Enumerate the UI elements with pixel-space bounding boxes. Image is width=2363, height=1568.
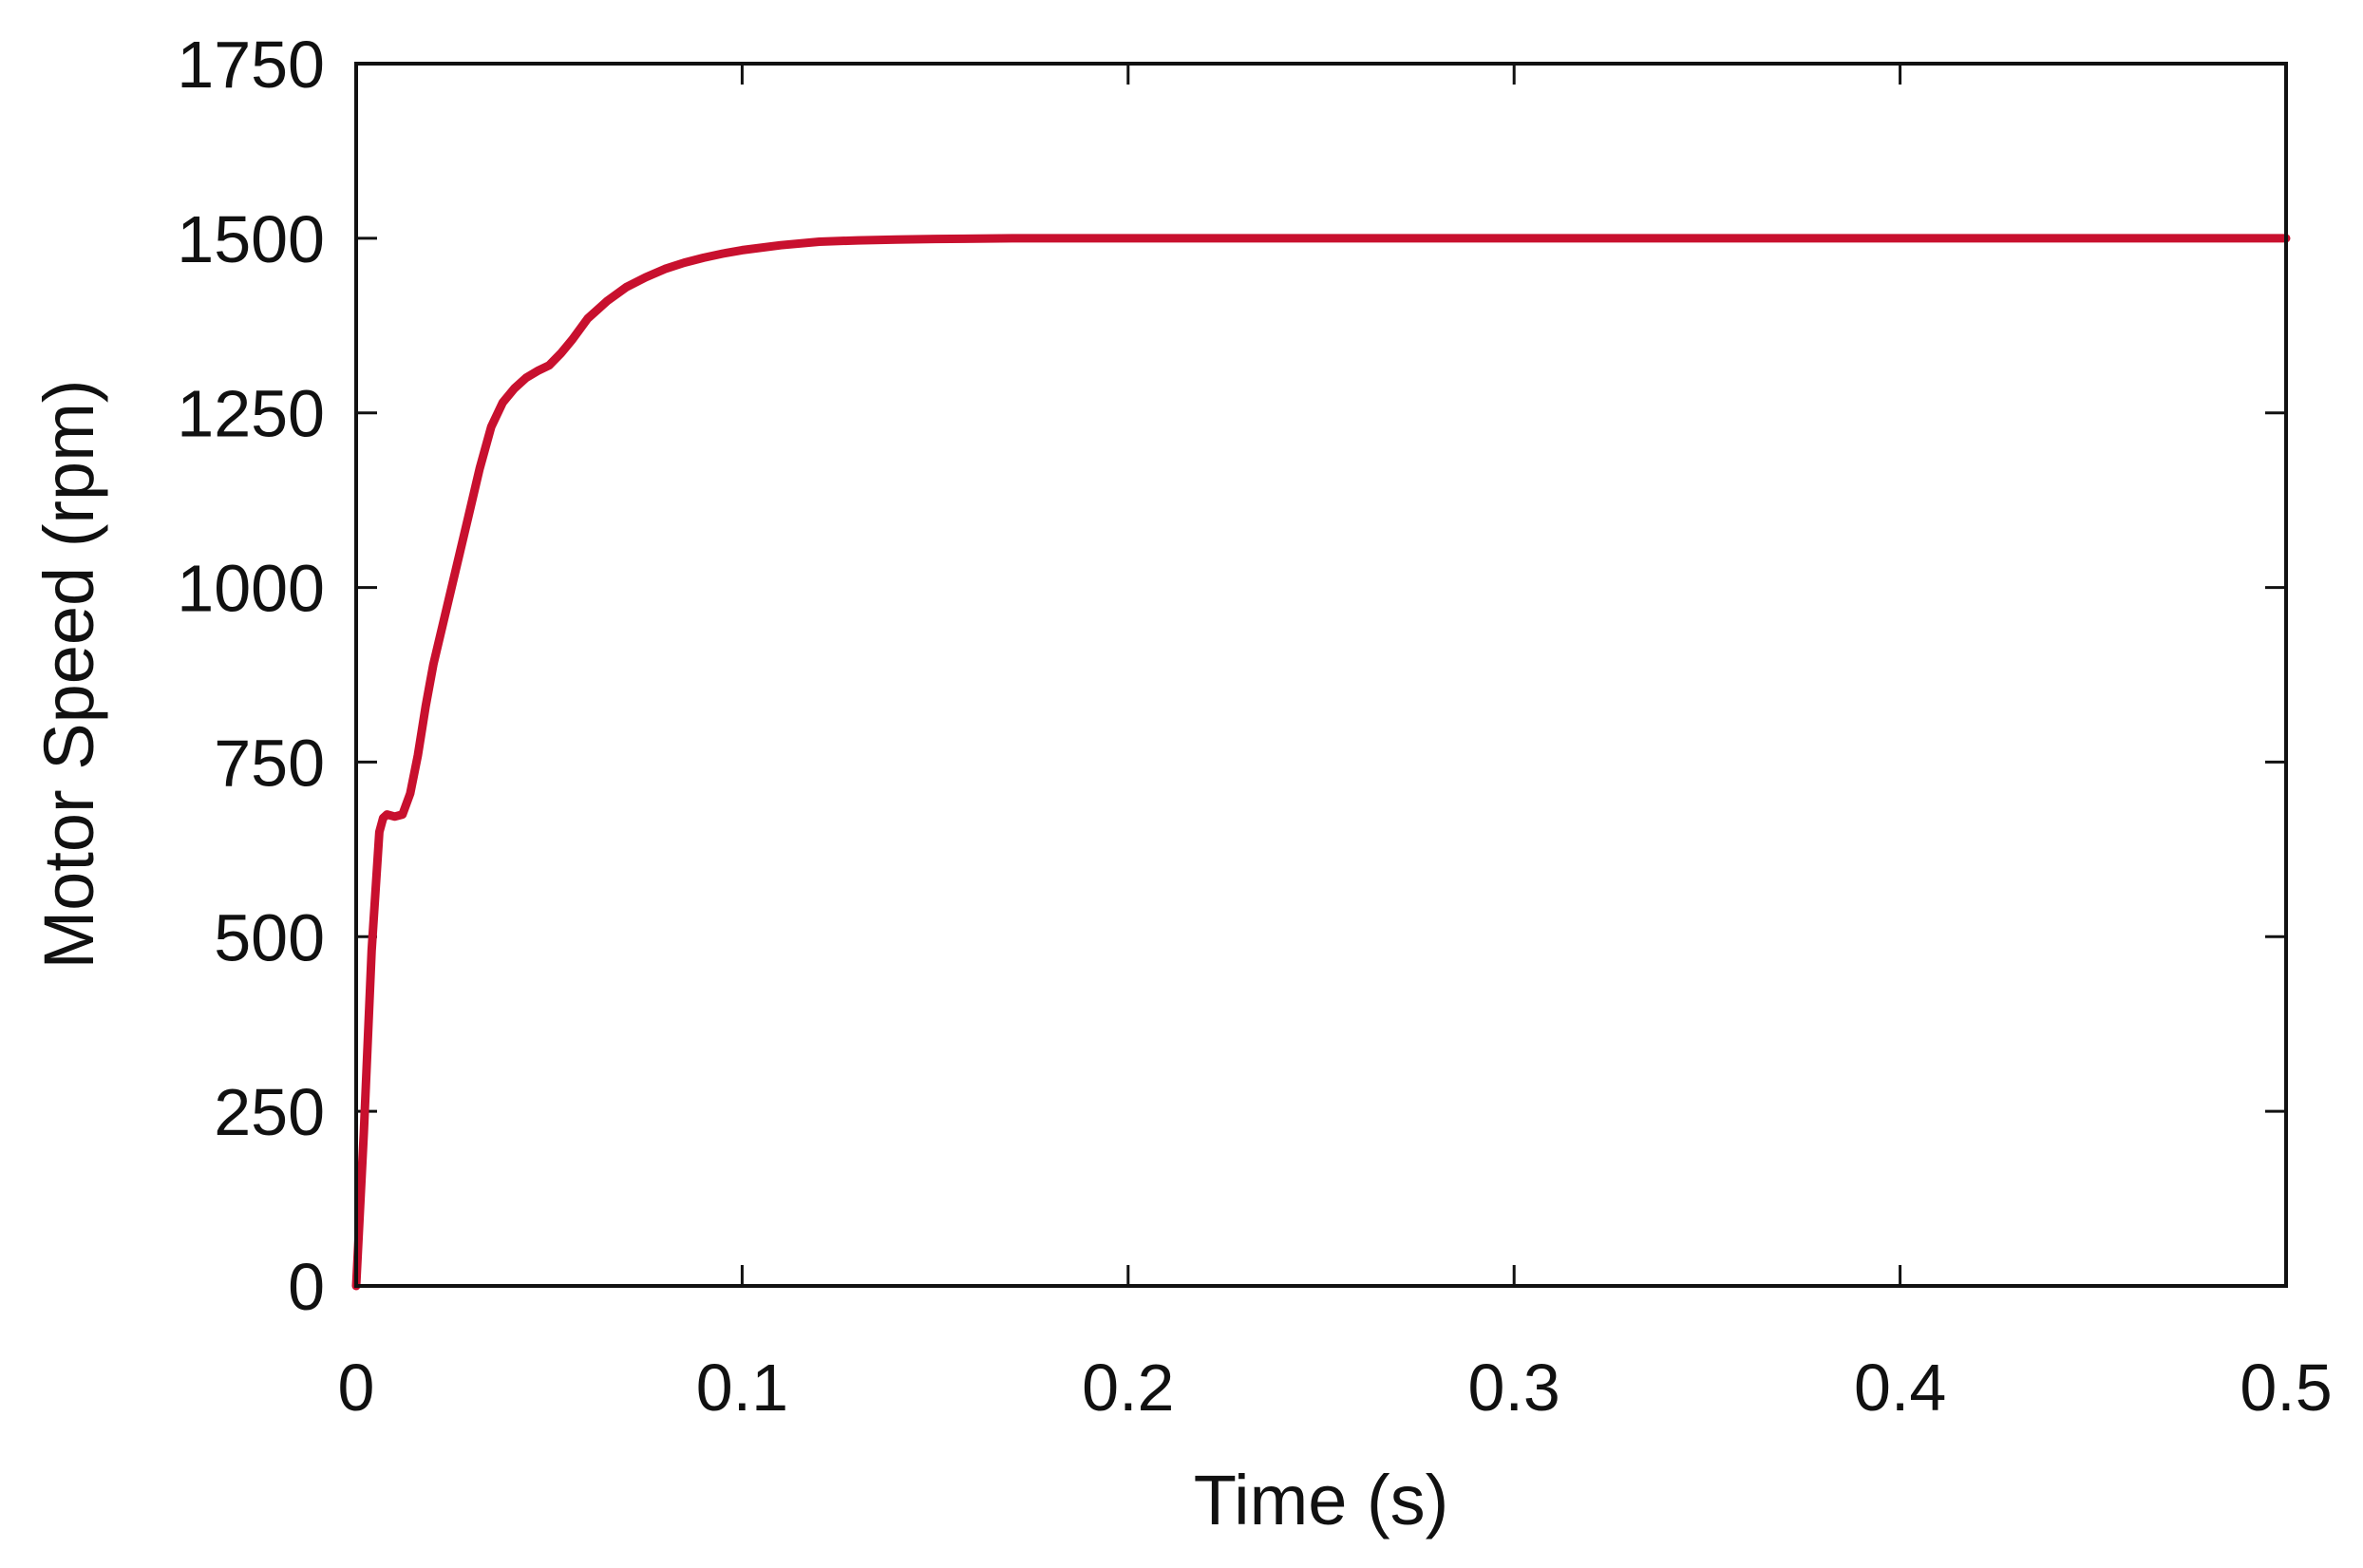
y-tick-label: 0 (288, 1250, 325, 1324)
x-tick-label: 0.2 (1082, 1351, 1174, 1425)
x-tick-label: 0.3 (1468, 1351, 1560, 1425)
y-tick-label: 1000 (177, 552, 325, 626)
y-tick-label: 1500 (177, 202, 325, 276)
y-axis-label: Motor Speed (rpm) (29, 380, 108, 970)
series-line-0 (351, 234, 2291, 1291)
y-tick-label: 1750 (177, 28, 325, 102)
x-tick-label: 0.4 (1854, 1351, 1946, 1425)
y-tick-label: 750 (214, 726, 325, 800)
x-tick-label: 0 (338, 1351, 375, 1425)
y-tick-label: 1250 (177, 377, 325, 451)
y-tick-labels: 0 250 500 750 1000 1250 1500 1750 (177, 28, 325, 1324)
y-tick-label: 250 (214, 1075, 325, 1149)
x-tick-labels: 0 0.1 0.2 0.3 0.4 0.5 (338, 1351, 2333, 1425)
series-layer (351, 234, 2291, 1291)
x-tick-label: 0.1 (696, 1351, 788, 1425)
y-tick-label: 500 (214, 900, 325, 974)
x-tick-label: 0.5 (2240, 1351, 2332, 1425)
plot-area-frame (354, 62, 2288, 1288)
x-axis-label: Time (s) (1194, 1461, 1449, 1540)
